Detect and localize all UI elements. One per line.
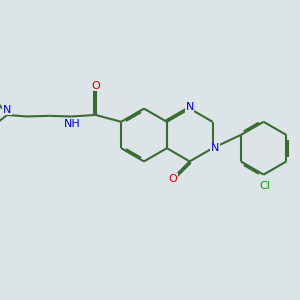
Text: O: O [91, 81, 100, 91]
Text: N: N [3, 105, 11, 115]
Text: N: N [211, 143, 219, 153]
Text: NH: NH [64, 119, 81, 129]
Text: Cl: Cl [260, 181, 271, 191]
Text: N: N [185, 102, 194, 112]
Text: O: O [168, 173, 177, 184]
